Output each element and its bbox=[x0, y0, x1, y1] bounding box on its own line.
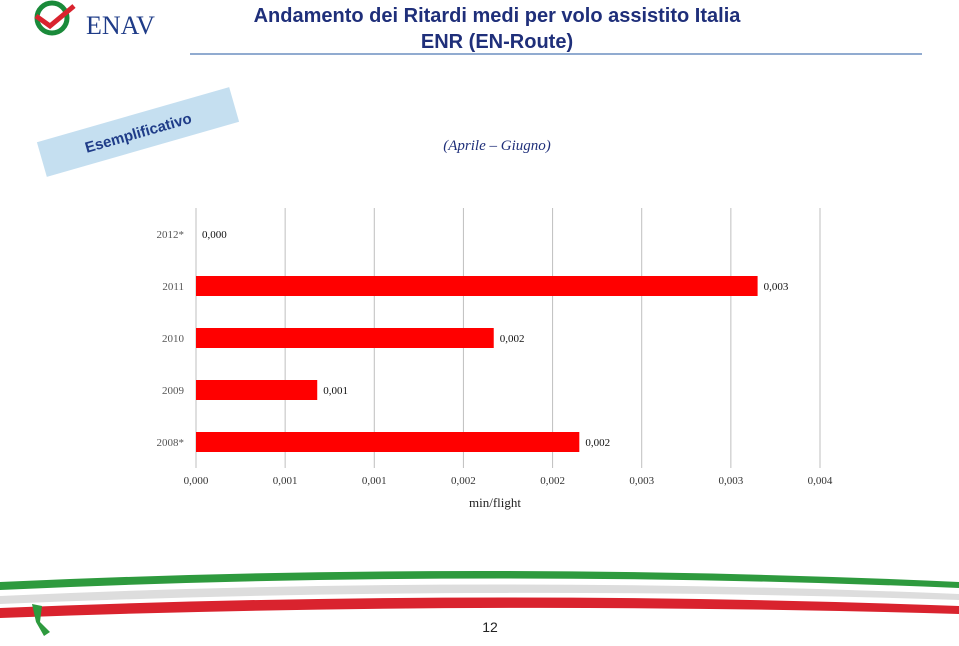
value-label: 0,003 bbox=[764, 281, 789, 293]
stripe-white bbox=[0, 584, 959, 604]
x-tick-label: 0,003 bbox=[629, 475, 654, 487]
badge-box bbox=[36, 87, 240, 177]
x-tick-label: 0,002 bbox=[451, 475, 476, 487]
bar bbox=[196, 276, 758, 296]
logo-check bbox=[34, 4, 76, 30]
italy-icon bbox=[32, 604, 50, 636]
logo-text: ENAV bbox=[86, 11, 155, 40]
bar bbox=[196, 328, 494, 348]
chart-subtitle: (Aprile – Giugno) bbox=[443, 138, 550, 154]
x-tick-label: 0,003 bbox=[718, 475, 743, 487]
x-tick-label: 0,004 bbox=[808, 475, 833, 487]
value-label: 0,001 bbox=[323, 385, 348, 397]
x-tick-label: 0,001 bbox=[273, 475, 298, 487]
y-tick-label: 2008* bbox=[157, 437, 185, 449]
y-tick-label: 2010 bbox=[162, 333, 185, 345]
slide-subtitle: ENR (EN-Route) bbox=[421, 31, 573, 53]
value-label: 0,002 bbox=[500, 333, 525, 345]
y-tick-label: 2009 bbox=[162, 385, 185, 397]
badge: Esemplificativo bbox=[36, 87, 240, 177]
stripe-red bbox=[0, 597, 959, 618]
x-axis-label: min/flight bbox=[469, 495, 521, 510]
bar bbox=[196, 380, 318, 400]
value-label: 0,002 bbox=[585, 437, 610, 449]
page-number: 12 bbox=[482, 619, 498, 635]
bar bbox=[196, 432, 580, 452]
x-tick-label: 0,000 bbox=[184, 475, 209, 487]
stripe-green bbox=[0, 571, 959, 590]
x-tick-label: 0,002 bbox=[540, 475, 565, 487]
x-tick-label: 0,001 bbox=[362, 475, 387, 487]
chart: 0,000 0,001 0,001 0,002 0,002 0,003 0,003 0,004… bbox=[157, 208, 833, 487]
y-tick-label: 2011 bbox=[162, 281, 184, 293]
logo: ENAV bbox=[34, 0, 155, 40]
slide-title: Andamento dei Ritardi medi per volo assi… bbox=[254, 5, 742, 27]
value-label: 0,000 bbox=[202, 229, 227, 241]
footer-swoosh bbox=[0, 571, 959, 636]
y-tick-label: 2012* bbox=[157, 229, 185, 241]
